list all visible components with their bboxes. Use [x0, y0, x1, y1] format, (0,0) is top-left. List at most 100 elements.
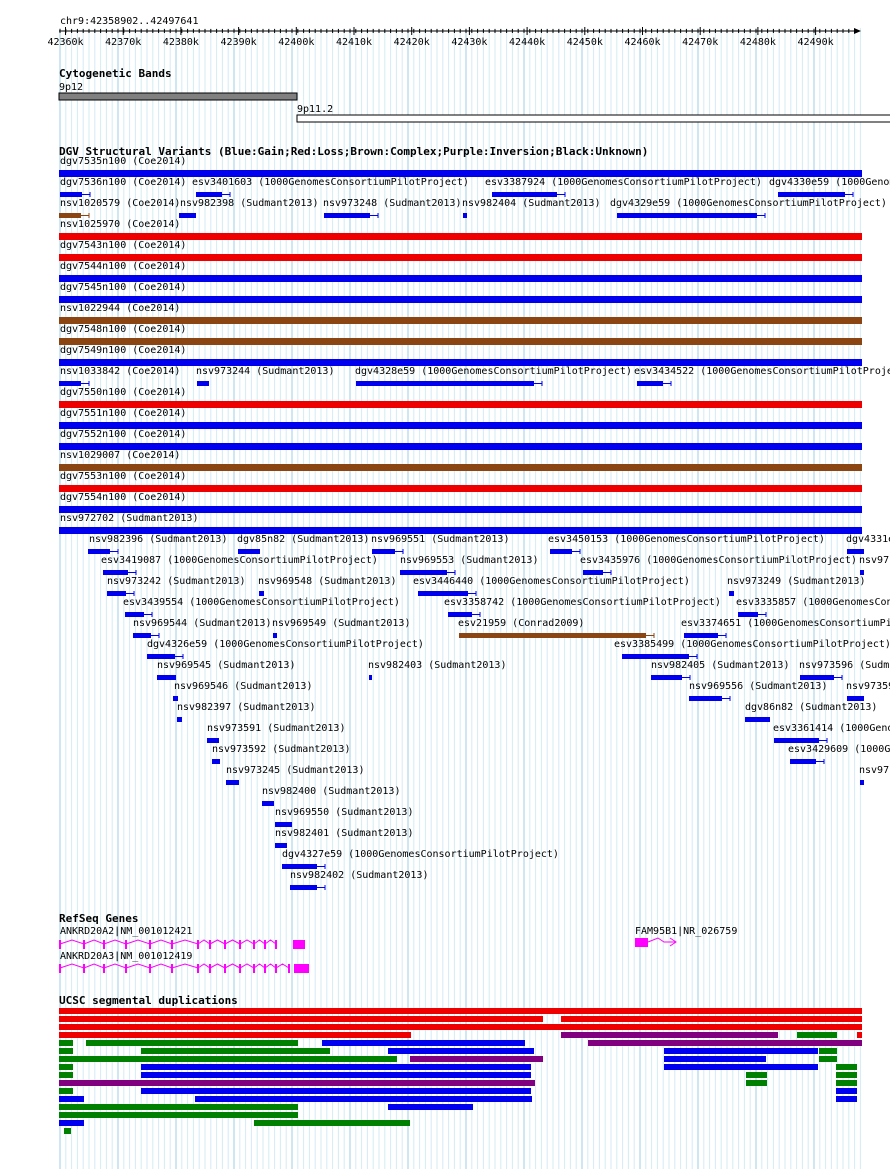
dgv-feature-bar[interactable] — [59, 233, 862, 240]
dgv-feature-bar[interactable] — [273, 633, 277, 638]
segdup-bar[interactable] — [195, 1096, 532, 1102]
gene-exon[interactable] — [264, 940, 266, 949]
gene-exon[interactable] — [275, 940, 277, 949]
dgv-feature-bar[interactable] — [59, 317, 862, 324]
segdup-bar[interactable] — [322, 1040, 525, 1046]
dgv-feature-bar[interactable] — [207, 738, 219, 743]
dgv-feature-bar[interactable] — [177, 717, 182, 722]
dgv-feature-bar[interactable] — [369, 675, 372, 680]
segdup-bar[interactable] — [664, 1056, 766, 1062]
gene-exon[interactable] — [83, 940, 85, 949]
dgv-feature-bar[interactable] — [107, 591, 126, 596]
segdup-bar[interactable] — [141, 1048, 330, 1054]
segdup-bar[interactable] — [797, 1032, 837, 1038]
dgv-feature-bar[interactable] — [59, 381, 81, 386]
segdup-bar[interactable] — [59, 1072, 73, 1078]
gene-exon[interactable] — [197, 940, 199, 949]
dgv-feature-bar[interactable] — [59, 422, 862, 429]
segdup-bar[interactable] — [59, 1104, 298, 1110]
segdup-bar[interactable] — [746, 1072, 767, 1078]
segdup-bar[interactable] — [59, 1080, 535, 1086]
dgv-feature-bar[interactable] — [157, 675, 176, 680]
segdup-bar[interactable] — [561, 1016, 862, 1022]
gene-exon[interactable] — [294, 964, 309, 973]
dgv-feature-bar[interactable] — [59, 170, 862, 177]
dgv-feature-bar[interactable] — [262, 801, 274, 806]
segdup-bar[interactable] — [836, 1072, 857, 1078]
dgv-feature-bar[interactable] — [400, 570, 447, 575]
segdup-bar[interactable] — [64, 1128, 71, 1134]
dgv-feature-bar[interactable] — [226, 780, 239, 785]
gene-exon[interactable] — [171, 964, 173, 973]
gene-exon[interactable] — [59, 964, 61, 973]
segdup-bar[interactable] — [836, 1096, 857, 1102]
gene-exon[interactable] — [239, 964, 241, 973]
segdup-bar[interactable] — [254, 1120, 410, 1126]
gene-exon[interactable] — [103, 940, 105, 949]
dgv-feature-bar[interactable] — [448, 612, 472, 617]
gene-exon[interactable] — [288, 964, 290, 973]
dgv-feature-bar[interactable] — [59, 296, 862, 303]
dgv-feature-bar[interactable] — [738, 612, 758, 617]
dgv-feature-bar[interactable] — [59, 254, 862, 261]
segdup-bar[interactable] — [59, 1064, 73, 1070]
dgv-feature-bar[interactable] — [59, 443, 862, 450]
dgv-feature-bar[interactable] — [59, 506, 862, 513]
segdup-bar[interactable] — [59, 1008, 862, 1014]
dgv-feature-bar[interactable] — [133, 633, 151, 638]
dgv-feature-bar[interactable] — [59, 213, 81, 218]
dgv-feature-bar[interactable] — [125, 612, 144, 617]
dgv-feature-bar[interactable] — [212, 759, 220, 764]
dgv-feature-bar[interactable] — [275, 843, 287, 848]
dgv-feature-bar[interactable] — [59, 527, 862, 534]
dgv-feature-bar[interactable] — [103, 570, 128, 575]
segdup-bar[interactable] — [388, 1048, 534, 1054]
segdup-bar[interactable] — [664, 1064, 818, 1070]
gene-exon[interactable] — [253, 964, 255, 973]
segdup-bar[interactable] — [59, 1024, 862, 1030]
gene-exon[interactable] — [83, 964, 85, 973]
dgv-feature-bar[interactable] — [463, 213, 467, 218]
dgv-feature-bar[interactable] — [147, 654, 175, 659]
gene-exon[interactable] — [253, 940, 255, 949]
dgv-feature-bar[interactable] — [60, 192, 82, 197]
gene-exon[interactable] — [103, 964, 105, 973]
segdup-bar[interactable] — [86, 1040, 298, 1046]
gene-exon[interactable] — [149, 940, 151, 949]
dgv-feature-bar[interactable] — [418, 591, 468, 596]
gene-exon[interactable] — [635, 938, 648, 947]
dgv-track[interactable]: dgv7535n100 (Coe2014) dgv7536n100 (Coe201… — [59, 156, 890, 890]
segdup-bar[interactable] — [819, 1056, 837, 1062]
dgv-feature-bar[interactable] — [59, 275, 862, 282]
dgv-feature-bar[interactable] — [59, 485, 862, 492]
dgv-feature-bar[interactable] — [651, 675, 682, 680]
dgv-feature-bar[interactable] — [689, 696, 722, 701]
segdup-bar[interactable] — [59, 1120, 84, 1126]
dgv-feature-bar[interactable] — [196, 192, 222, 197]
segdup-track[interactable] — [59, 1008, 862, 1134]
dgv-feature-bar[interactable] — [860, 570, 864, 575]
segdup-bar[interactable] — [59, 1088, 73, 1094]
dgv-feature-bar[interactable] — [173, 696, 178, 701]
segdup-bar[interactable] — [59, 1040, 73, 1046]
segdup-bar[interactable] — [410, 1056, 543, 1062]
segdup-bar[interactable] — [59, 1032, 411, 1038]
gene-exon[interactable] — [125, 940, 127, 949]
segdup-bar[interactable] — [141, 1064, 531, 1070]
dgv-feature-bar[interactable] — [583, 570, 603, 575]
dgv-feature-bar[interactable] — [59, 401, 862, 408]
refseq-track[interactable]: ANKRD20A2|NM_001012421 ANKRD20A3|NM_00101… — [59, 926, 737, 973]
segdup-bar[interactable] — [59, 1112, 298, 1118]
segdup-bar[interactable] — [59, 1048, 73, 1054]
segdup-bar[interactable] — [588, 1040, 862, 1046]
dgv-feature-bar[interactable] — [59, 464, 862, 471]
dgv-feature-bar[interactable] — [745, 717, 770, 722]
gene-exon[interactable] — [59, 940, 61, 949]
dgv-feature-bar[interactable] — [290, 885, 317, 890]
gene-exon[interactable] — [239, 940, 241, 949]
cytoband-9p11-2[interactable] — [296, 114, 890, 123]
gene-exon[interactable] — [209, 940, 211, 949]
dgv-feature-bar[interactable] — [617, 213, 757, 218]
gene-exon[interactable] — [275, 964, 277, 973]
dgv-feature-bar[interactable] — [356, 381, 534, 386]
